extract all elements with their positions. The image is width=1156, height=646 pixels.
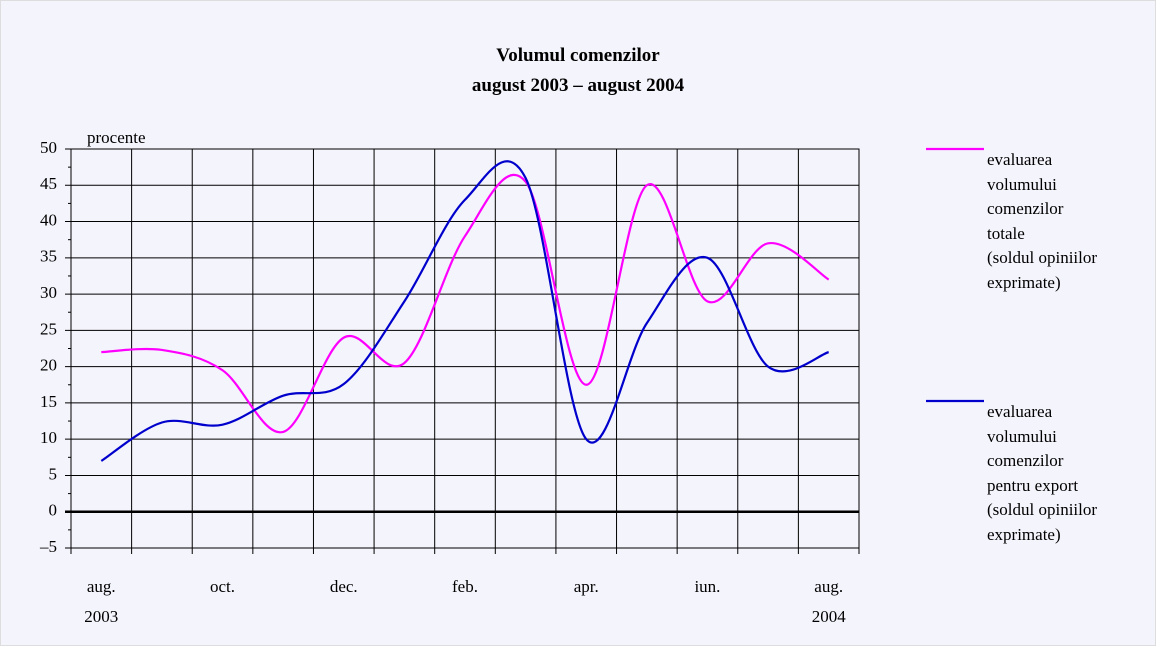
x-tick-label: aug. 2003 <box>84 577 119 626</box>
y-tick-label: 0 <box>49 501 58 520</box>
y-tick-label: 50 <box>40 138 57 157</box>
line-series <box>100 160 830 462</box>
y-tick-label: 20 <box>40 356 57 375</box>
x-tick-label: aug. 2004 <box>811 577 846 626</box>
y-tick-label: 25 <box>40 319 57 338</box>
y-axis-label: procente <box>87 128 146 147</box>
legend-label: evaluarea volumului comenzilor totale (s… <box>987 150 1098 292</box>
y-tick-label: 15 <box>40 392 57 411</box>
y-tick-label: 10 <box>40 428 57 447</box>
y-tick-label: 5 <box>49 464 58 483</box>
x-tick-label: feb. <box>452 577 478 596</box>
y-tick-label: 40 <box>40 210 57 229</box>
x-tick-label: iun. <box>694 577 721 596</box>
x-tick-label: oct. <box>210 577 236 596</box>
plot-frame <box>70 148 860 549</box>
y-tick-label: 30 <box>40 283 57 302</box>
y-tick-label: 35 <box>40 247 57 266</box>
x-tick-label: apr. <box>573 577 599 596</box>
chart-title: Volumul comenzilor august 2003 – august … <box>471 45 685 96</box>
legend-label: evaluarea volumului comenzilor pentru ex… <box>987 402 1098 544</box>
y-tick-label: –5 <box>39 537 57 556</box>
line-series <box>101 173 830 434</box>
y-tick-label: 45 <box>40 174 57 193</box>
x-tick-label: dec. <box>329 577 358 596</box>
